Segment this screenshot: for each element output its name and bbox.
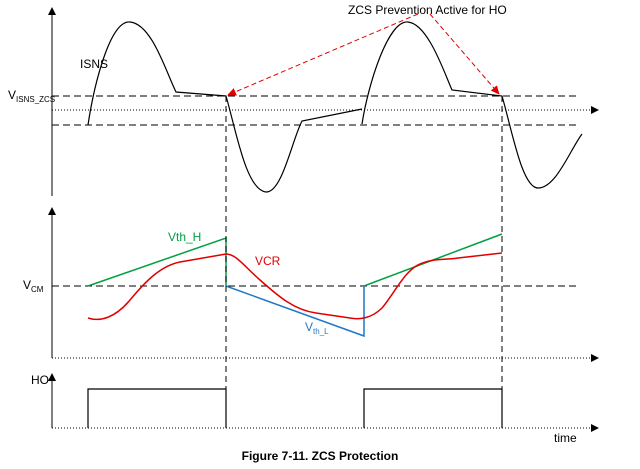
ho-pulse-2 (363, 388, 503, 428)
vth-l-line (225, 285, 365, 338)
zcs-annotation-arrow-right (429, 13, 500, 95)
isns-label: ISNS (80, 57, 109, 71)
vcm-label-main: V (23, 278, 32, 292)
ho-pulse-1 (87, 388, 227, 428)
vcm-label: VCM (23, 279, 43, 294)
time-label: time (554, 431, 577, 445)
vth-h-line-1 (87, 236, 227, 287)
vcr-label: VCR (255, 254, 281, 268)
visns-zcs-label-main: V (8, 88, 17, 102)
zcs-annotation-label: ZCS Prevention Active for HO (348, 3, 507, 17)
vth-h-label: Vth_H (168, 230, 202, 244)
isns-waveform-1 (87, 21, 363, 193)
isns-waveform-2 (361, 21, 583, 189)
figure-caption: Figure 7-11. ZCS Protection (241, 449, 399, 463)
ho-label: HO (31, 373, 49, 387)
vcr-waveform (87, 252, 503, 321)
visns-zcs-label-sub: ISNS_ZCS (16, 95, 56, 104)
vth-l-label-main: V (305, 320, 314, 334)
vth-l-label: Vth_L (305, 321, 329, 336)
vcm-label-sub: CM (31, 285, 44, 294)
zcs-annotation-arrow-left (227, 13, 419, 96)
vth-l-label-sub: th_L (313, 327, 329, 336)
visns-zcs-label: VISNS_ZCS (8, 89, 55, 104)
